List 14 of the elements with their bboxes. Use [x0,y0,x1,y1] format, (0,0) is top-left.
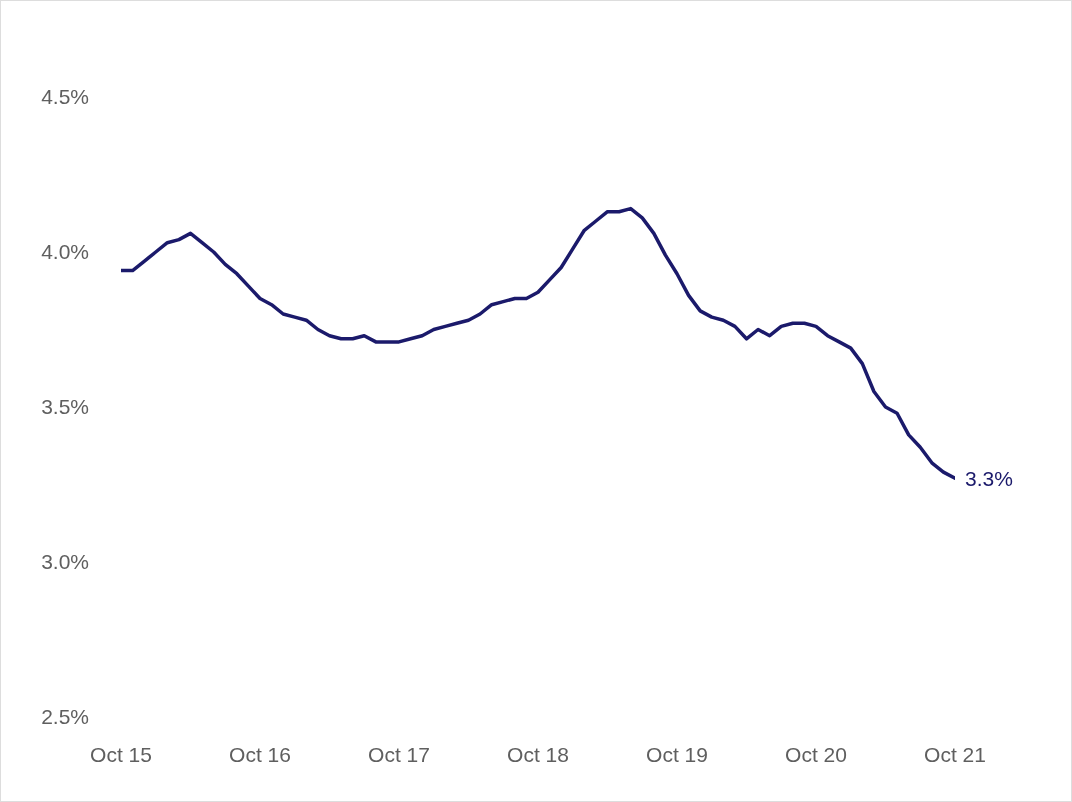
x-tick-label: Oct 16 [229,742,291,766]
x-tick-label: Oct 20 [785,742,847,766]
y-tick-label: 4.0% [41,240,89,264]
annotation: 3.3% [965,466,1013,490]
y-tick-label: 3.0% [41,550,89,574]
x-tick-label: Oct 21 [924,742,986,766]
x-tick-label: Oct 17 [368,742,430,766]
x-tick-label: Oct 18 [507,742,569,766]
x-tick-label: Oct 19 [646,742,708,766]
y-tick-label: 2.5% [41,705,89,729]
x-tick-label: Oct 15 [90,742,152,766]
y-tick-label: 4.5% [41,85,89,109]
y-tick-label: 3.5% [41,395,89,419]
line-series [121,206,955,481]
